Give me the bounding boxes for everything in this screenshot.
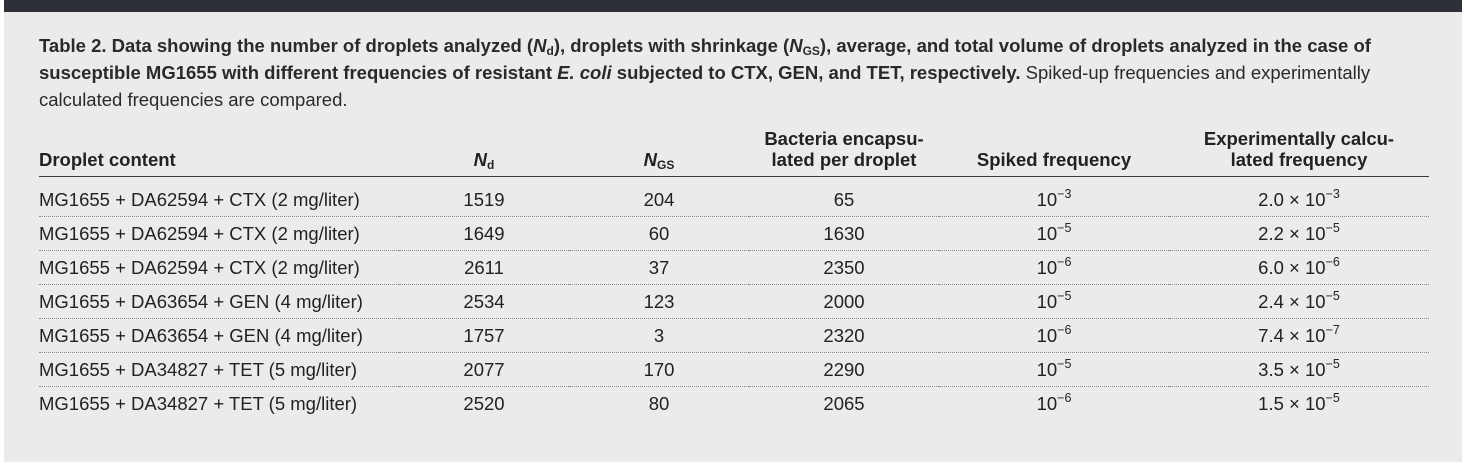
table-row: MG1655 + DA34827 + TET (5 mg/liter) 2520 8… — [39, 387, 1429, 421]
cell-ngs: 170 — [569, 352, 749, 387]
cell-spiked-frequency: 10−6 — [1036, 390, 1072, 414]
cell-nd: 2534 — [399, 284, 569, 319]
cell-experimental-frequency: 2.0 × 10−3 — [1169, 176, 1429, 217]
cell-ngs: 37 — [569, 250, 749, 285]
cell-bacteria: 65 — [749, 176, 939, 217]
data-table-wrapper: Droplet content Nd NGS Bacteria encapsu-… — [39, 128, 1429, 420]
cell-bacteria: 2320 — [749, 318, 939, 353]
header-spiked-frequency: Spiked frequency — [939, 128, 1169, 177]
cell-spiked-frequency: 10−3 — [939, 176, 1169, 217]
cell-bacteria: 2350 — [749, 250, 939, 285]
caption-title: Table 2. Data showing the number of drop… — [39, 35, 1371, 83]
header-bacteria-encapsulated: Bacteria encapsu-lated per droplet — [749, 128, 939, 177]
table-row: MG1655 + DA62594 + CTX (2 mg/liter) 1519 2… — [39, 176, 1429, 217]
cell-spiked-frequency: 10−6 — [939, 250, 1169, 285]
cell-droplet-content: MG1655 + DA63654 + GEN (4 mg/liter) — [39, 284, 399, 319]
header-ngs: NGS — [569, 128, 749, 177]
cell-spiked-frequency: 10−6 — [939, 318, 1169, 353]
cell-nd: 1757 — [399, 318, 569, 353]
table-row: MG1655 + DA63654 + GEN (4 mg/liter) 1757 3… — [39, 318, 1429, 353]
table-row: MG1655 + DA62594 + CTX (2 mg/liter) 2611 3… — [39, 250, 1429, 285]
cell-nd: 2520 — [463, 392, 505, 414]
cell-experimental-frequency: 1.5 × 10−5 — [1258, 390, 1340, 414]
cell-droplet-content: MG1655 + DA34827 + TET (5 mg/liter) — [39, 352, 399, 387]
cell-experimental-frequency: 7.4 × 10−7 — [1169, 318, 1429, 353]
cell-experimental-frequency: 3.5 × 10−5 — [1169, 352, 1429, 387]
table-row: MG1655 + DA63654 + GEN (4 mg/liter) 2534 1… — [39, 284, 1429, 319]
cell-ngs: 3 — [569, 318, 749, 353]
table-caption: Table 2. Data showing the number of drop… — [39, 32, 1439, 113]
cell-experimental-frequency: 2.4 × 10−5 — [1169, 284, 1429, 319]
cell-nd: 2077 — [399, 352, 569, 387]
cell-spiked-frequency: 10−5 — [939, 216, 1169, 251]
header-nd: Nd — [399, 128, 569, 177]
cell-bacteria: 1630 — [749, 216, 939, 251]
cell-nd: 1519 — [399, 176, 569, 217]
cell-ngs: 60 — [569, 216, 749, 251]
table-header-row: Droplet content Nd NGS Bacteria encapsu-… — [39, 128, 1429, 177]
cell-ngs: 204 — [569, 176, 749, 217]
cell-droplet-content: MG1655 + DA62594 + CTX (2 mg/liter) — [39, 176, 399, 217]
header-droplet-content: Droplet content — [39, 128, 399, 177]
cell-experimental-frequency: 6.0 × 10−6 — [1169, 250, 1429, 285]
cell-spiked-frequency: 10−5 — [939, 284, 1169, 319]
cell-droplet-content: MG1655 + DA63654 + GEN (4 mg/liter) — [39, 318, 399, 353]
cell-ngs: 123 — [569, 284, 749, 319]
cell-bacteria: 2065 — [823, 392, 865, 414]
cell-bacteria: 2290 — [749, 352, 939, 387]
cell-droplet-content: MG1655 + DA34827 + TET (5 mg/liter) — [39, 392, 358, 414]
cell-ngs: 80 — [648, 392, 670, 414]
cell-nd: 1649 — [399, 216, 569, 251]
caption-body: Spiked-up frequencies and experimentally… — [39, 62, 1371, 110]
cell-nd: 2611 — [399, 250, 569, 285]
cell-droplet-content: MG1655 + DA62594 + CTX (2 mg/liter) — [39, 250, 399, 285]
header-experimental-frequency: Experimentally calcu-lated frequency — [1169, 128, 1429, 177]
data-table: Droplet content Nd NGS Bacteria encapsu-… — [39, 128, 1429, 420]
cell-experimental-frequency: 2.2 × 10−5 — [1169, 216, 1429, 251]
cell-spiked-frequency: 10−5 — [939, 352, 1169, 387]
top-bar — [4, 0, 1462, 12]
table-panel: Table 2. Data showing the number of drop… — [4, 12, 1462, 462]
table-row: MG1655 + DA34827 + TET (5 mg/liter) 2077 1… — [39, 352, 1429, 387]
table-body: MG1655 + DA62594 + CTX (2 mg/liter) 1519 2… — [39, 176, 1429, 421]
cell-bacteria: 2000 — [749, 284, 939, 319]
cell-droplet-content: MG1655 + DA62594 + CTX (2 mg/liter) — [39, 216, 399, 251]
table-row: MG1655 + DA62594 + CTX (2 mg/liter) 1649 6… — [39, 216, 1429, 251]
